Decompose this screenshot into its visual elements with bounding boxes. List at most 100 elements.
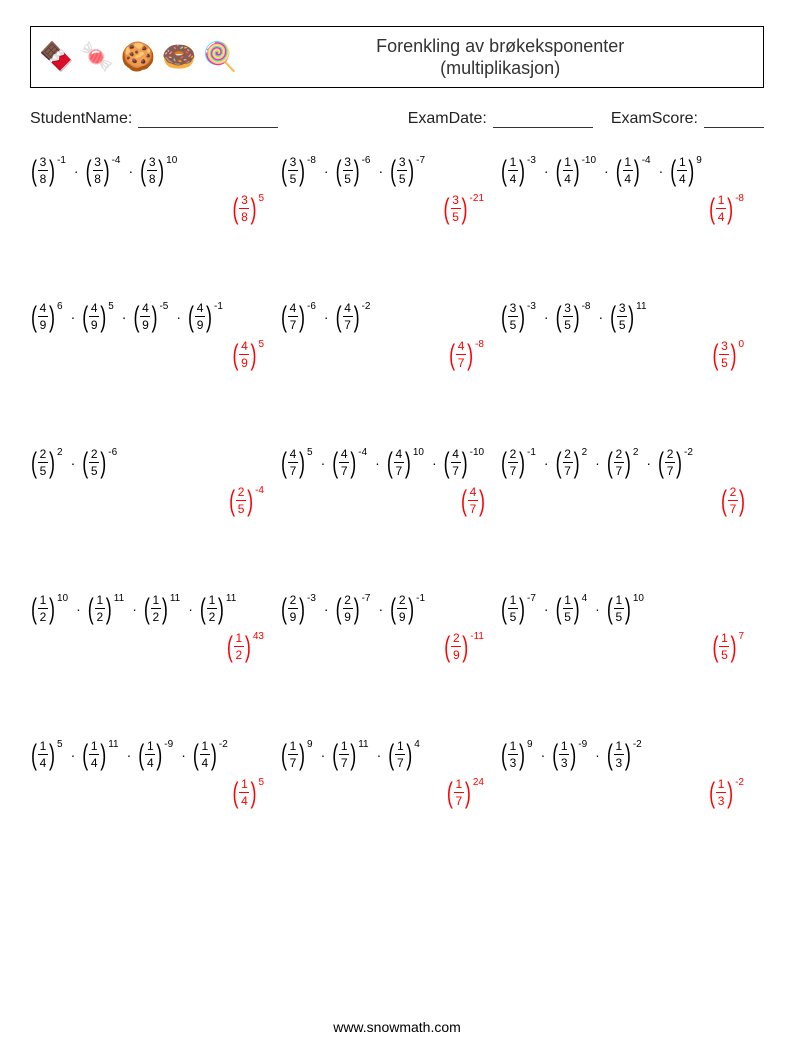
lparen: ( [500,156,508,185]
rparen: ) [461,194,469,223]
fraction: 49 [239,340,249,369]
numerator: 2 [290,594,297,608]
problem-answer: (12)43 [226,632,266,661]
fraction: 15 [719,632,729,661]
fraction: 15 [563,594,573,623]
lparen: ( [551,740,559,769]
dot-operator: · [318,309,335,325]
problem-cell: (27)-1·(27)2·(27)2·(27)-2(27) [500,448,760,532]
denominator: 3 [559,754,569,769]
lparen: ( [500,594,508,623]
exponent: 9 [527,739,533,750]
denominator: 7 [451,462,461,477]
fraction: 35 [451,194,461,223]
problem-answer: (25)-4 [228,486,266,515]
problem-cell: (15)-7·(15)4·(15)10(15)7 [500,594,760,678]
numerator: 2 [615,448,622,462]
problem-answer: (13)-2 [708,778,746,807]
exponent: -11 [470,631,484,642]
exponent: 11 [226,593,236,604]
lparen: ( [85,156,93,185]
fraction-term: (27) [555,448,581,477]
donut-icon: 🍩 [162,43,197,71]
rparen: ) [404,448,412,477]
numerator: 4 [290,302,297,316]
rparen: ) [353,302,361,331]
problem-cell: (35)-3·(35)-8·(35)11(35)0 [500,302,760,386]
fraction: 25 [89,448,99,477]
fraction-term: (25) [81,448,107,477]
fraction: 47 [394,448,404,477]
fraction-term: (12) [143,594,169,623]
problem-cell: (17)9·(17)11·(17)4(17)24 [280,740,500,824]
meta-row: StudentName: ExamDate: ExamScore: [30,110,764,128]
denominator: 7 [468,500,478,515]
problem-answer: (17)24 [446,778,486,807]
rparen: ) [466,340,474,369]
numerator: 1 [718,778,725,792]
fraction: 14 [145,740,155,769]
fraction: 14 [239,778,249,807]
dot-operator: · [65,747,82,763]
denominator: 4 [508,170,518,185]
problem-expression: (35)-3·(35)-8·(35)11 [500,302,649,331]
exponent: -2 [735,777,744,788]
exponent: -10 [582,155,596,166]
fraction: 35 [343,156,353,185]
fraction-term: (13) [551,740,577,769]
denominator: 4 [145,754,155,769]
problem-cell: (35)-8·(35)-6·(35)-7(35)-21 [280,156,500,240]
denominator: 5 [617,316,627,331]
fraction: 38 [93,156,103,185]
dot-operator: · [538,455,555,471]
fraction-term: (25) [30,448,56,477]
problem-answer: (15)7 [711,632,746,661]
fraction-term: (47) [443,448,469,477]
student-name-blank[interactable] [138,113,278,128]
denominator: 7 [343,316,353,331]
fraction: 35 [397,156,407,185]
fraction-term: (12) [30,594,56,623]
lparen: ( [280,594,288,623]
numerator: 1 [290,740,297,754]
lparen: ( [192,740,200,769]
dot-operator: · [538,163,555,179]
exponent: 5 [57,739,63,750]
fraction-term: (35) [280,156,306,185]
lparen: ( [555,302,563,331]
rparen: ) [633,156,641,185]
fraction: 35 [288,156,298,185]
fraction: 47 [456,340,466,369]
fraction-term: (47) [280,448,306,477]
numerator: 4 [458,340,465,354]
dot-operator: · [535,747,552,763]
problem-answer: (29)-11 [443,632,486,661]
fraction: 13 [559,740,569,769]
numerator: 1 [397,740,404,754]
exam-score-blank[interactable] [704,113,764,128]
numerator: 2 [40,448,47,462]
numerator: 3 [619,302,626,316]
rparen: ) [518,302,526,331]
fraction-term: (13) [708,778,734,807]
numerator: 4 [241,340,248,354]
rparen: ) [48,448,56,477]
footer-url: www.snowmath.com [0,1019,794,1035]
problem-expression: (27)-1·(27)2·(27)2·(27)-2 [500,448,695,477]
fraction: 47 [288,302,298,331]
fraction-term: (14) [500,156,526,185]
denominator: 2 [234,646,244,661]
fraction-term: (47) [460,486,486,515]
exam-date-blank[interactable] [493,113,593,128]
lparen: ( [331,448,339,477]
rparen: ) [205,302,213,331]
numerator: 3 [510,302,517,316]
numerator: 4 [40,302,47,316]
dot-operator: · [372,601,389,617]
dot-operator: · [538,309,555,325]
dot-operator: · [126,601,143,617]
numerator: 2 [238,486,245,500]
lparen: ( [555,594,563,623]
rparen: ) [48,740,56,769]
fraction-term: (13) [500,740,526,769]
